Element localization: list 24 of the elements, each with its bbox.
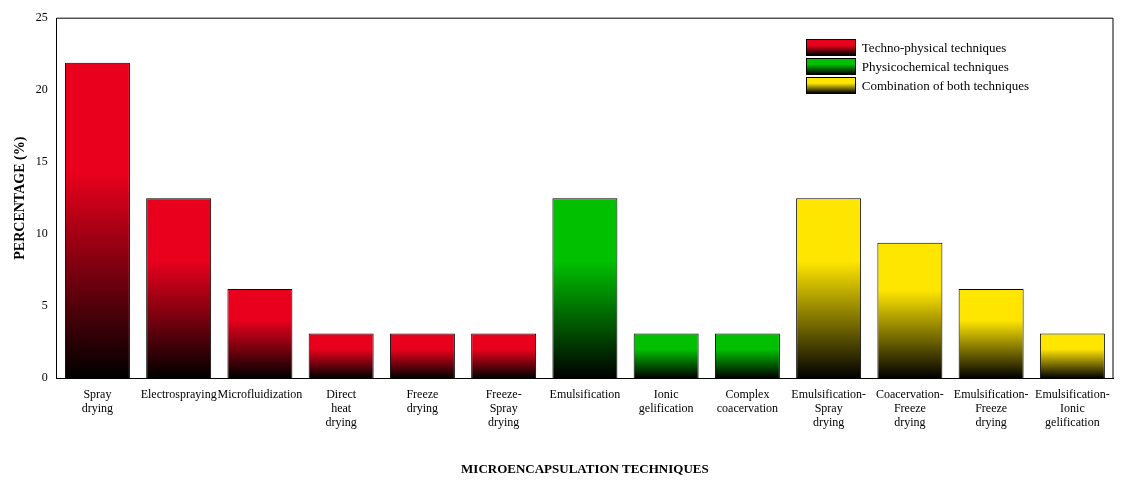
x-tick-label: Freeze drying bbox=[406, 386, 439, 415]
y-tick-label: 5 bbox=[41, 298, 48, 313]
x-tick-label: Coacervation-Freeze drying bbox=[875, 386, 944, 430]
x-tick-label: Emulsification-Spray drying bbox=[791, 386, 866, 430]
x-tick-label: Freeze-Spray drying bbox=[485, 386, 522, 430]
y-tick-label: 10 bbox=[35, 226, 48, 241]
x-tick-label: Complex coacervation bbox=[716, 386, 779, 415]
x-tick-label: Direct heat drying bbox=[325, 386, 357, 430]
x-tick-label: Electrospraying bbox=[140, 386, 217, 401]
y-tick-label: 25 bbox=[35, 10, 48, 25]
x-tick-label: Ionic gelification bbox=[638, 386, 694, 415]
x-tick-label: Emulsification-Freeze drying bbox=[953, 386, 1029, 430]
x-tick-label: Spray drying bbox=[81, 386, 114, 415]
legend-label: Combination of both techniques bbox=[861, 77, 1029, 95]
legend-label: Physicochemical techniques bbox=[861, 58, 1009, 76]
legend-label: Techno-physical techniques bbox=[861, 39, 1007, 57]
x-tick-label: Emulsification-Ionic gelification bbox=[1035, 386, 1110, 430]
x-tick-label: Emulsification bbox=[549, 386, 621, 401]
y-tick-label: 20 bbox=[35, 82, 48, 97]
x-tick-label: Microfluidization bbox=[217, 386, 303, 401]
x-axis-title: MICROENCAPSULATION TECHNIQUES bbox=[461, 460, 709, 476]
y-axis-title: PERCENTAGE (%) bbox=[12, 136, 29, 260]
y-tick-label: 15 bbox=[35, 154, 48, 169]
y-tick-label: 0 bbox=[41, 370, 48, 385]
